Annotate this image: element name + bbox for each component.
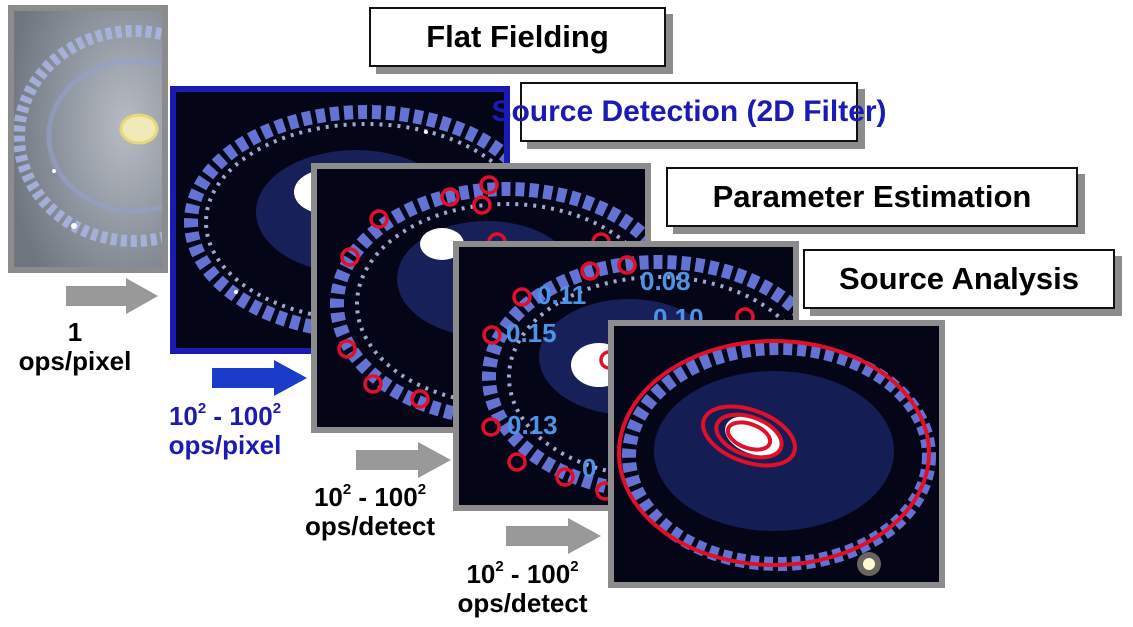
cost-value: 1 <box>67 317 83 347</box>
cartwheel-galaxy-raw-image <box>14 11 162 267</box>
stage-label-flat-fielding: Flat Fielding <box>369 7 666 67</box>
detection-value: 0.13 <box>507 410 558 440</box>
arrow-shape <box>212 360 307 396</box>
detection-value: 0.15 <box>506 318 557 348</box>
cost-label-source-detection: 102 - 1002 ops/pixel <box>140 400 310 460</box>
cost-range: 102 - 1002 <box>313 481 427 512</box>
flat-field-image-panel <box>8 5 168 273</box>
cost-unit: ops/detect <box>304 511 436 541</box>
flow-arrow-2 <box>212 360 307 396</box>
cost-label-source-analysis: 102 - 1002 ops/detect <box>430 558 615 618</box>
arrow-shape <box>356 442 451 478</box>
arrow-shape <box>66 278 158 314</box>
stage-label-text: Flat Fielding <box>426 19 609 54</box>
stage-label-text: Source Detection (2D Filter) <box>491 95 887 128</box>
cost-range: 102 - 1002 <box>466 558 579 589</box>
arrow-shape <box>506 518 601 554</box>
cost-label-parameter-estimation: 102 - 1002 ops/detect <box>280 481 460 541</box>
cost-range: 102 - 1002 <box>168 400 282 431</box>
stage-label-source-detection: Source Detection (2D Filter) <box>491 82 887 142</box>
detection-value: 0.08 <box>640 266 691 296</box>
cartwheel-galaxy-contours-image <box>614 326 939 582</box>
flow-arrow-3 <box>356 442 451 478</box>
stage-label-source-analysis: Source Analysis <box>803 249 1115 309</box>
flow-arrow-4 <box>506 518 601 554</box>
cost-label-flat-fielding: 1 ops/pixel <box>5 318 145 376</box>
cost-unit: ops/pixel <box>18 346 132 376</box>
cost-unit: ops/pixel <box>168 430 282 460</box>
stage-label-text: Source Analysis <box>838 261 1080 296</box>
detection-value: 0 <box>582 453 597 483</box>
stage-label-text: Parameter Estimation <box>712 179 1032 214</box>
cost-unit: ops/detect <box>457 588 588 618</box>
flow-arrow-1 <box>66 278 158 314</box>
detection-value: 0.11 <box>537 280 587 310</box>
analysis-result-image-panel <box>608 320 945 588</box>
stage-label-parameter-estimation: Parameter Estimation <box>666 167 1078 227</box>
